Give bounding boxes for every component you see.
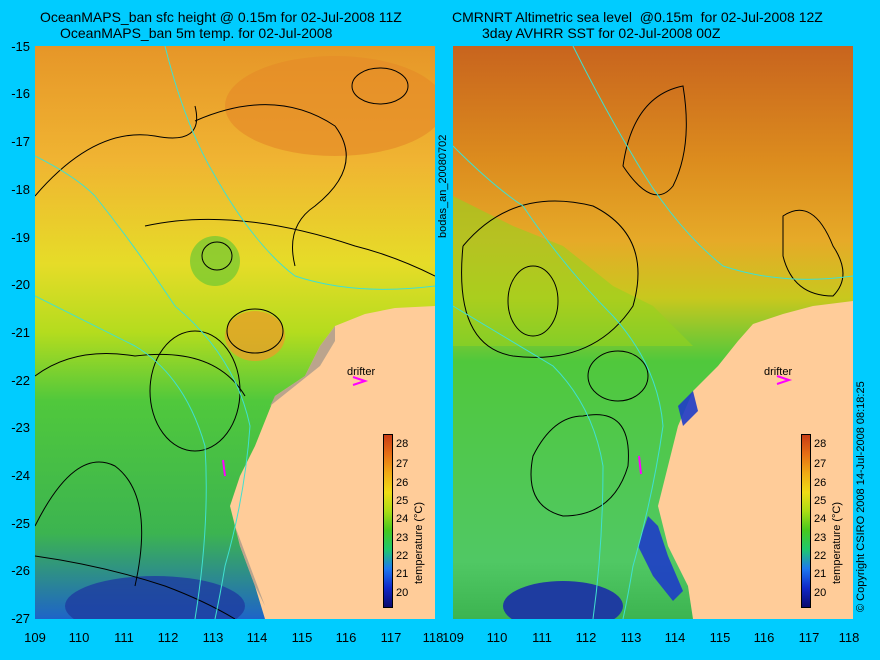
right-map-svg <box>453 46 853 619</box>
right-colorbar-tick-20: 20 <box>814 587 827 599</box>
x-tick-label: 117 <box>380 630 402 645</box>
y-tick-label: -18 <box>11 182 30 197</box>
right-bathymetry <box>453 46 853 619</box>
right-drifter-label: drifter <box>764 366 793 378</box>
x-tick-label: 110 <box>486 630 508 645</box>
x-tick-label: 114 <box>246 630 268 645</box>
left-colorbar-tick-20: 20 <box>396 587 409 599</box>
left-contours <box>35 67 435 619</box>
y-tick-label: -23 <box>11 420 30 435</box>
left-drifter-marker <box>352 376 369 386</box>
y-tick-label: -17 <box>11 134 30 149</box>
right-colorbar-tick-22: 22 <box>814 550 827 562</box>
right-colorbar-tick-21: 21 <box>814 568 827 580</box>
left-drifter-label: drifter <box>347 366 376 378</box>
left-colorbar-tick-23: 23 <box>396 532 409 544</box>
left-colorbar-tick-27: 27 <box>396 458 409 470</box>
right-colorbar-tick-26: 26 <box>814 477 827 489</box>
right-colorbar-tick-24: 24 <box>814 513 827 525</box>
right-colorbar-fill <box>802 435 810 607</box>
left-map-svg <box>35 46 435 619</box>
x-tick-label: 114 <box>664 630 686 645</box>
right-colorbar-tick-23: 23 <box>814 532 827 544</box>
x-tick-label: 113 <box>620 630 642 645</box>
left-bathymetry <box>35 46 435 619</box>
x-tick-label: 110 <box>68 630 90 645</box>
right-coast-dark-water <box>638 391 698 601</box>
right-colorbar-tick-25: 25 <box>814 495 827 507</box>
right-title-line2: 3day AVHRR SST for 02-Jul-2008 00Z <box>482 25 721 41</box>
y-tick-label: -15 <box>11 39 30 54</box>
y-tick-label: -26 <box>11 563 30 578</box>
left-title-line1: OceanMAPS_ban sfc height @ 0.15m for 02-… <box>40 9 402 25</box>
x-tick-label: 112 <box>157 630 179 645</box>
right-drifter-track <box>638 455 642 475</box>
left-colorbar-tick-22: 22 <box>396 550 409 562</box>
x-tick-label: 115 <box>291 630 313 645</box>
right-drifter-marker <box>776 375 793 385</box>
center-run-label: bodas_an_20080702 <box>437 134 449 238</box>
left-colorbar-tick-28: 28 <box>396 438 409 450</box>
right-colorbar-title: temperature (°C) <box>831 501 843 584</box>
y-tick-label: -19 <box>11 230 30 245</box>
y-tick-label: -25 <box>11 516 30 531</box>
left-colorbar-tick-25: 25 <box>396 495 409 507</box>
right-colorbar-tick-27: 27 <box>814 458 827 470</box>
left-colorbar-tick-24: 24 <box>396 513 409 525</box>
right-contours <box>461 85 844 517</box>
left-colorbar-tick-26: 26 <box>396 477 409 489</box>
x-tick-label: 116 <box>335 630 357 645</box>
left-colorbar-fill <box>384 435 392 607</box>
right-colorbar-tick-28: 28 <box>814 438 827 450</box>
x-tick-label: 111 <box>114 630 134 645</box>
x-tick-label: 109 <box>24 630 46 645</box>
right-map-panel: drifter 28 27 26 25 24 23 22 21 20 tempe… <box>453 46 853 619</box>
left-colorbar <box>383 434 393 608</box>
x-tick-label: 116 <box>753 630 775 645</box>
y-tick-label: -27 <box>11 611 30 626</box>
x-tick-label: 118 <box>422 630 444 645</box>
left-colorbar-tick-21: 21 <box>396 568 409 580</box>
y-tick-label: -24 <box>11 468 30 483</box>
left-drifter-track <box>222 459 226 477</box>
x-tick-label: 111 <box>532 630 552 645</box>
left-map-panel: drifter 28 27 26 25 24 23 22 21 20 tempe… <box>35 46 435 619</box>
x-tick-label: 112 <box>575 630 597 645</box>
x-tick-label: 109 <box>442 630 464 645</box>
y-tick-label: -21 <box>11 325 30 340</box>
y-tick-label: -22 <box>11 373 30 388</box>
x-tick-label: 117 <box>798 630 820 645</box>
right-title-line1: CMRNRT Altimetric sea level @0.15m for 0… <box>452 9 823 25</box>
y-tick-label: -16 <box>11 86 30 101</box>
copyright-label: © Copyright CSIRO 2008 14-Jul-2008 08:18… <box>855 381 867 612</box>
x-tick-label: 113 <box>202 630 224 645</box>
x-tick-label: 115 <box>709 630 731 645</box>
y-tick-label: -20 <box>11 277 30 292</box>
left-shelf <box>230 326 335 606</box>
left-title-line2: OceanMAPS_ban 5m temp. for 02-Jul-2008 <box>60 25 333 41</box>
right-colorbar <box>801 434 811 608</box>
left-colorbar-title: temperature (°C) <box>413 501 425 584</box>
x-tick-label: 118 <box>838 630 860 645</box>
